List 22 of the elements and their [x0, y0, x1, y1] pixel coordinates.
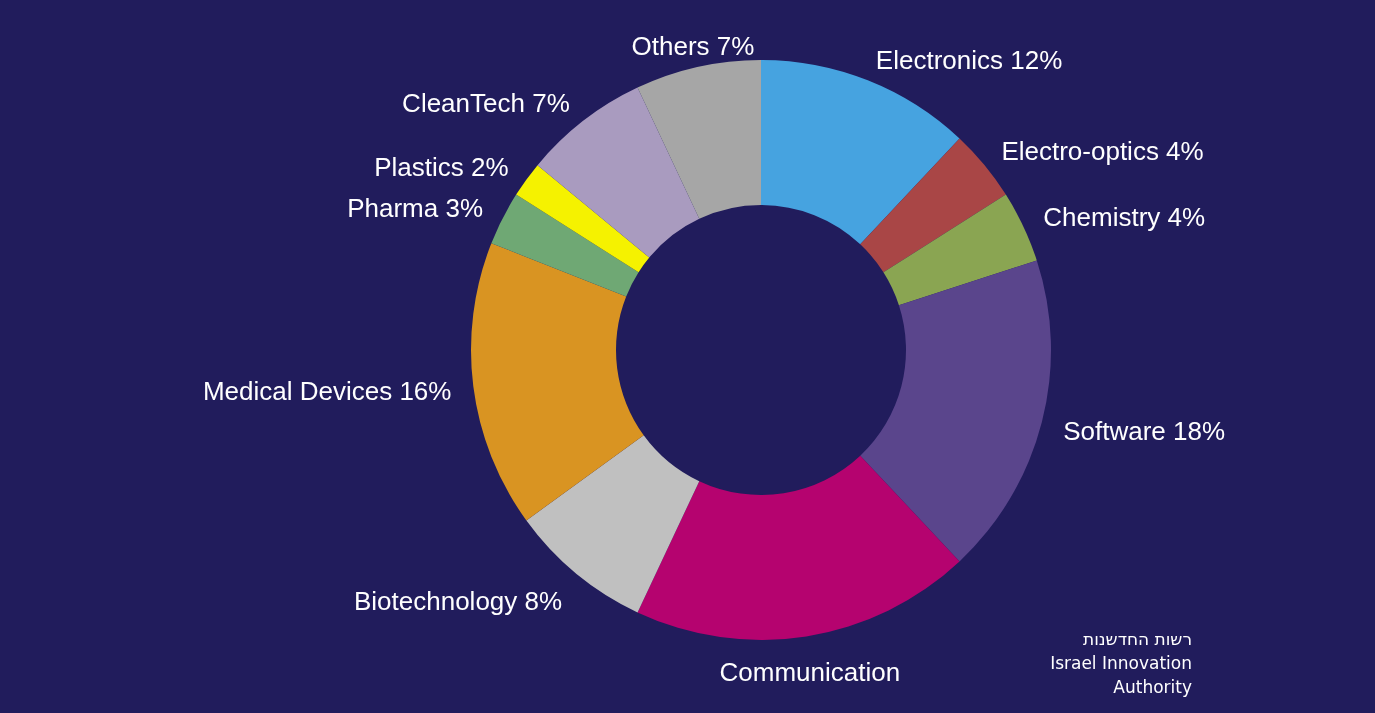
- slice-label: Medical Devices 16%: [202, 375, 452, 406]
- donut-slice: [860, 260, 1051, 562]
- donut-slice: [526, 435, 700, 613]
- slice-label: Software 18%: [1063, 416, 1226, 447]
- text: Israel Innovation: [1050, 653, 1192, 673]
- slice-label: Plastics 2%: [374, 151, 509, 182]
- slice-label: Biotechnology 8%: [353, 586, 563, 617]
- slice-label: CleanTech 7%: [402, 88, 570, 119]
- donut-slice: [491, 194, 639, 297]
- slice-label: Electro-optics 4%: [1001, 136, 1204, 167]
- text: Authority: [1113, 677, 1192, 697]
- slice-label: Electronics 12%: [875, 44, 1063, 75]
- donut-slice: [637, 60, 761, 219]
- donut-slice: [471, 243, 644, 521]
- slice-label: Others 7%: [631, 30, 755, 61]
- text: רשות החדשנות: [1083, 629, 1192, 649]
- slice-label: Chemistry 4%: [1043, 202, 1206, 233]
- slice-label: Pharma 3%: [347, 193, 484, 224]
- donut-slice: [516, 165, 650, 273]
- slice-label: Communication: [719, 656, 901, 687]
- donut-slice: [637, 455, 960, 640]
- donut-slice: [883, 194, 1037, 306]
